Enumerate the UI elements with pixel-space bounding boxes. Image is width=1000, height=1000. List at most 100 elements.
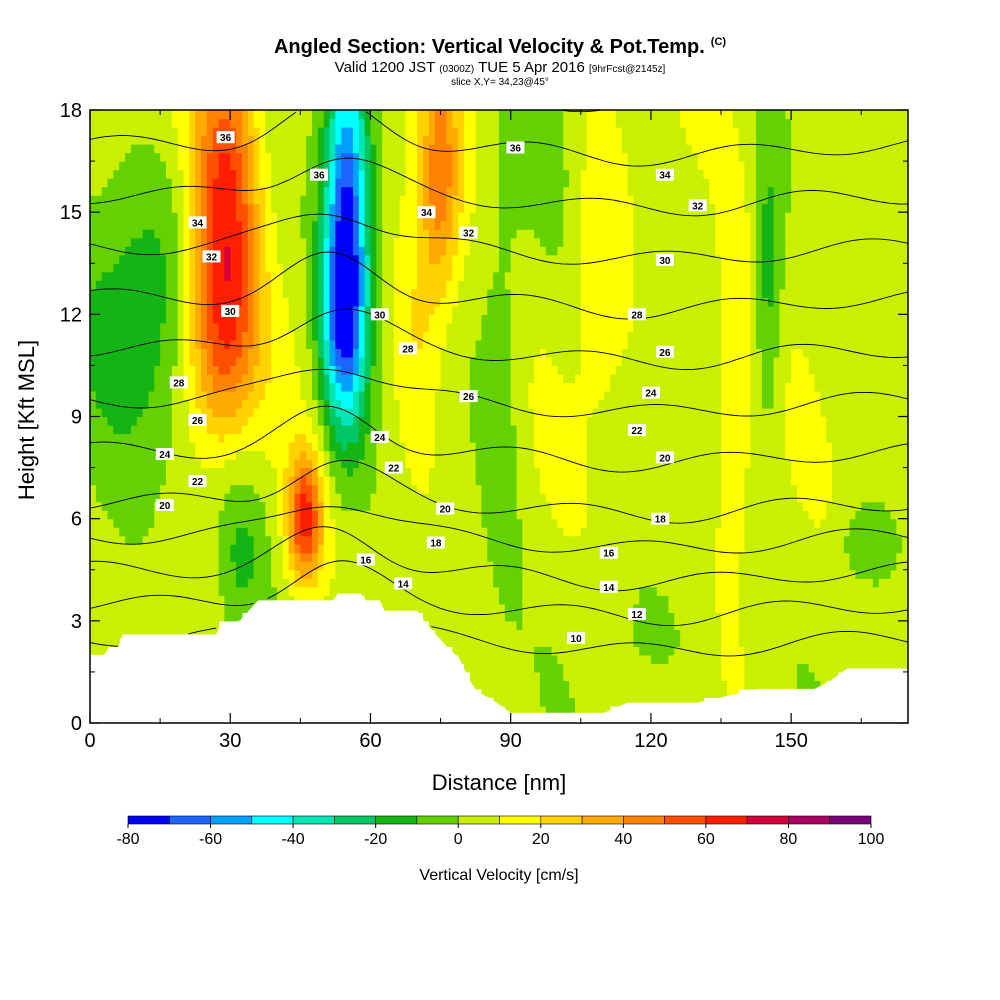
field-cell: [113, 229, 120, 239]
field-cell: [446, 263, 453, 273]
field-cell: [288, 561, 296, 571]
field-cell: [364, 348, 372, 358]
field-cell: [364, 339, 372, 349]
field-cell: [539, 612, 547, 622]
field-cell: [265, 569, 272, 579]
field-cell: [510, 331, 518, 341]
field-cell: [341, 425, 348, 435]
field-cell: [458, 620, 465, 630]
field-cell: [241, 195, 249, 205]
field-cell: [522, 220, 529, 230]
field-cell: [510, 484, 518, 494]
field-cell: [446, 135, 453, 145]
field-cell: [154, 127, 161, 137]
field-cell: [528, 339, 535, 349]
field-cell: [125, 297, 132, 307]
field-cell: [341, 365, 348, 375]
field-cell: [417, 501, 424, 511]
field-cell: [539, 629, 547, 639]
field-cell: [247, 595, 255, 605]
field-cell: [504, 322, 512, 332]
field-cell: [376, 407, 383, 418]
field-cell: [113, 433, 120, 443]
field-cell: [230, 348, 237, 358]
field-cell: [171, 135, 179, 145]
field-cell: [335, 356, 342, 367]
field-cell: [90, 127, 97, 137]
field-cell: [101, 288, 109, 298]
field-cell: [148, 144, 155, 154]
field-cell: [160, 612, 167, 622]
field-cell: [312, 476, 319, 486]
field-cell: [317, 331, 325, 341]
field-cell: [446, 407, 453, 418]
field-cell: [405, 195, 412, 205]
field-cell: [545, 169, 553, 179]
field-cell: [387, 493, 395, 503]
field-cell: [276, 246, 284, 256]
field-cell: [241, 382, 249, 392]
field-cell: [411, 280, 418, 290]
field-cell: [125, 476, 132, 486]
field-cell: [136, 356, 144, 367]
field-cell: [107, 237, 114, 247]
field-cell: [487, 152, 494, 162]
field-cell: [142, 110, 150, 120]
field-cell: [276, 263, 284, 273]
field-cell: [510, 339, 518, 349]
field-cell: [230, 254, 237, 264]
field-cell: [165, 578, 173, 588]
field-cell: [312, 552, 319, 562]
field-cell: [487, 476, 494, 486]
field-cell: [195, 501, 202, 511]
field-cell: [423, 169, 430, 179]
field-cell: [241, 135, 249, 145]
field-cell: [101, 578, 109, 588]
field-cell: [276, 365, 284, 375]
field-cell: [423, 467, 430, 477]
field-cell: [329, 586, 336, 596]
field-cell: [539, 467, 547, 477]
field-cell: [545, 254, 553, 264]
field-cell: [142, 220, 150, 230]
field-cell: [440, 220, 448, 230]
field-cell: [405, 390, 412, 401]
field-cell: [241, 442, 249, 452]
field-cell: [212, 178, 220, 188]
field-cell: [206, 442, 214, 452]
field-cell: [282, 569, 290, 579]
field-cell: [125, 382, 132, 392]
field-cell: [201, 459, 208, 469]
field-cell: [294, 220, 301, 230]
field-cell: [136, 152, 144, 162]
field-cell: [154, 484, 161, 494]
field-cell: [376, 595, 383, 605]
field-cell: [370, 493, 377, 503]
field-cell: [306, 152, 313, 162]
field-cell: [504, 425, 512, 435]
field-cell: [352, 178, 360, 188]
field-cell: [119, 407, 126, 418]
field-cell: [382, 169, 389, 179]
field-cell: [171, 152, 179, 162]
field-cell: [499, 569, 506, 579]
field-cell: [440, 254, 448, 264]
field-cell: [370, 203, 377, 213]
field-cell: [411, 390, 418, 401]
field-cell: [206, 561, 214, 571]
field-cell: [113, 339, 120, 349]
field-cell: [347, 280, 354, 290]
field-cell: [282, 161, 290, 171]
field-cell: [557, 688, 564, 699]
field-cell: [387, 263, 395, 273]
field-cell: [241, 407, 249, 418]
field-cell: [300, 263, 307, 273]
field-cell: [177, 476, 185, 486]
field-cell: [148, 280, 155, 290]
field-cell: [317, 144, 325, 154]
field-cell: [224, 339, 231, 349]
field-cell: [306, 331, 313, 341]
field-cell: [271, 331, 278, 341]
field-cell: [411, 535, 418, 545]
field-cell: [469, 663, 477, 673]
